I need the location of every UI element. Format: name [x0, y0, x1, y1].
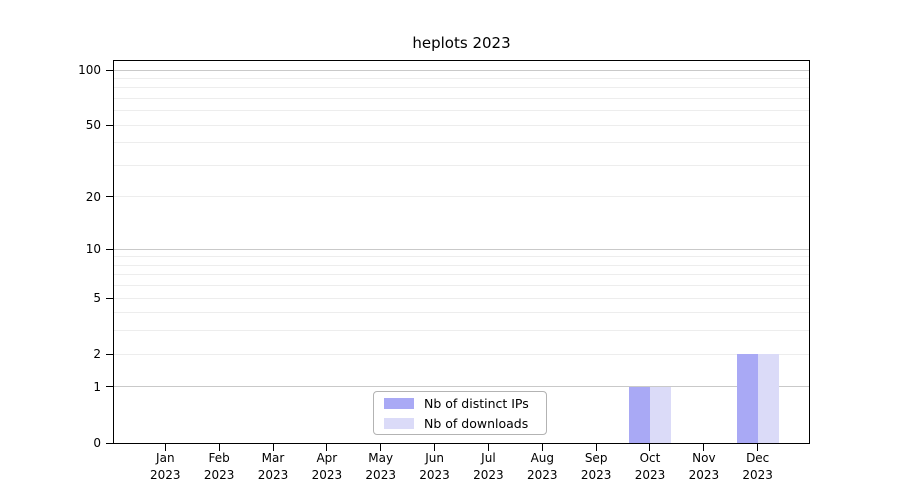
x-tick-label-jul: Jul 2023: [473, 451, 504, 482]
minor-gridline: [114, 165, 809, 166]
major-gridline: [114, 248, 809, 250]
x-tick-label-sep: Sep 2023: [580, 451, 612, 482]
y-tick: [106, 124, 113, 126]
x-tick: [326, 444, 328, 451]
y-tick-label: 10: [85, 242, 101, 257]
x-tick: [434, 444, 436, 451]
legend-swatch-downloads: [384, 417, 414, 429]
y-tick: [106, 196, 113, 198]
minor-gridline: [114, 274, 809, 276]
y-tick: [106, 297, 113, 299]
y-tick: [106, 69, 113, 71]
x-tick-label-jan: Jan 2023: [150, 451, 181, 482]
x-tick: [487, 444, 489, 451]
x-tick: [703, 444, 705, 451]
x-tick-label-feb: Feb 2023: [203, 451, 235, 482]
x-tick-label-oct: Oct 2023: [634, 451, 666, 482]
major-gridline: [114, 386, 809, 388]
x-tick: [272, 444, 274, 451]
legend-label-downloads: Nb of downloads: [424, 415, 529, 431]
minor-gridline: [114, 142, 809, 144]
legend: Nb of distinct IPs Nb of downloads: [373, 391, 547, 435]
minor-gridline: [114, 87, 809, 89]
y-tick-label: 20: [85, 189, 101, 204]
y-tick-label: 100: [78, 63, 101, 78]
x-tick: [380, 444, 382, 451]
major-gridline: [114, 69, 809, 71]
minor-gridline: [114, 110, 809, 112]
x-tick: [757, 444, 759, 451]
x-tick-label-may: May 2023: [365, 451, 396, 482]
legend-item-distinct-ips: Nb of distinct IPs: [374, 394, 546, 413]
minor-gridline: [114, 285, 809, 287]
y-tick: [106, 248, 113, 250]
minor-gridline: [114, 124, 809, 126]
minor-gridline: [114, 330, 809, 332]
minor-gridline: [114, 98, 809, 100]
x-tick: [649, 444, 651, 451]
x-tick: [164, 444, 166, 451]
x-tick-label-aug: Aug 2023: [527, 451, 558, 482]
bar-nb-of-downloads-oct: [649, 386, 671, 443]
legend-swatch-distinct-ips: [384, 397, 414, 409]
y-tick-label: 50: [85, 118, 101, 133]
y-tick-label: 1: [93, 379, 101, 394]
x-tick: [595, 444, 597, 451]
minor-gridline: [114, 196, 809, 198]
bar-nb-of-distinct-ips-oct: [628, 386, 650, 443]
x-tick-label-nov: Nov 2023: [688, 451, 720, 482]
x-tick-label-apr: Apr 2023: [311, 451, 343, 482]
x-tick: [218, 444, 220, 451]
legend-label-distinct-ips: Nb of distinct IPs: [424, 395, 529, 411]
bar-nb-of-downloads-dec: [757, 354, 779, 443]
y-tick-label: 0: [93, 436, 101, 450]
x-tick-label-jun: Jun 2023: [419, 451, 450, 482]
x-tick: [541, 444, 543, 451]
x-tick-label-dec: Dec 2023: [742, 451, 773, 482]
x-tick-label-mar: Mar 2023: [257, 451, 289, 482]
minor-gridline: [114, 297, 809, 299]
bar-nb-of-distinct-ips-dec: [736, 354, 758, 443]
minor-gridline: [114, 312, 809, 314]
minor-gridline: [114, 256, 809, 258]
minor-gridline: [114, 77, 809, 79]
y-tick-label: 2: [93, 347, 101, 362]
legend-item-downloads: Nb of downloads: [374, 414, 546, 433]
chart-title: heplots 2023: [412, 34, 511, 52]
y-tick: [106, 442, 113, 444]
y-tick-label: 5: [93, 291, 101, 306]
minor-gridline: [114, 264, 809, 266]
y-tick: [106, 353, 113, 355]
plot-area: [113, 60, 810, 444]
minor-gridline: [114, 353, 809, 355]
y-tick: [106, 386, 113, 388]
